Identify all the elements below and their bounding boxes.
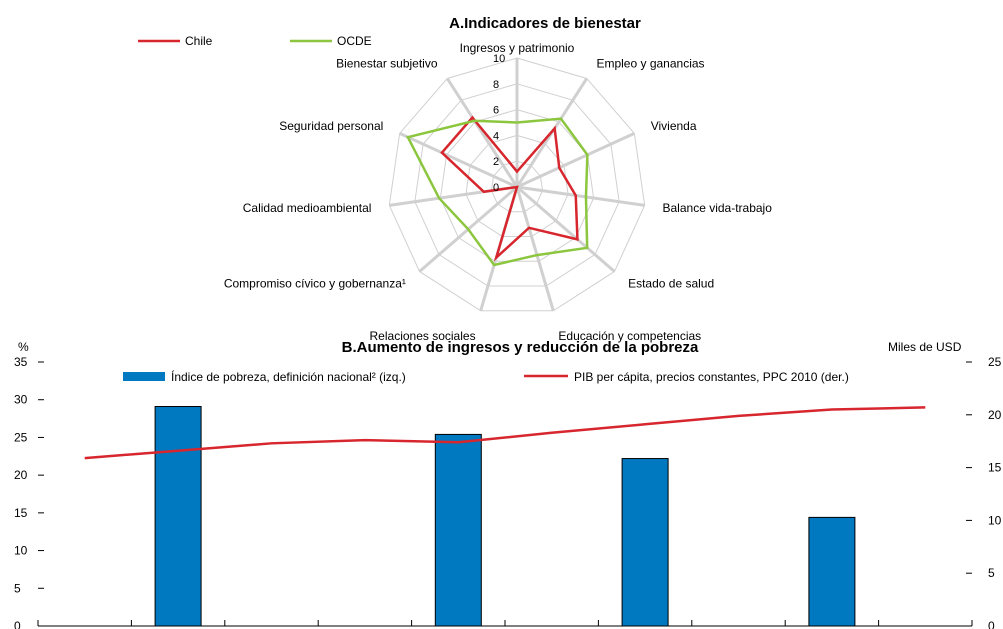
legend-chile-label: Chile [185,34,213,48]
left-axis-tick-label: 5 [14,581,21,595]
radar-grid-ring [465,134,569,238]
left-axis-tick-label: 35 [14,355,28,369]
poverty-bar [434,433,482,627]
radar-spoke [516,185,616,273]
left-axis-tick-label: 15 [14,506,28,520]
right-axis-tick-label: 25 [988,355,1002,369]
legend-ocde-label: OCDE [337,34,372,48]
radar-axis-label: Estado de salud [628,276,714,290]
radar-axis-label: Balance vida-trabajo [663,201,773,215]
radar-axis-label: Calidad medioambiental [243,201,372,215]
radar-axis-label: Empleo y ganancias [596,56,704,70]
radar-radial-tick: 6 [493,105,499,117]
bar-chart-title: B.Aumento de ingresos y reducción de la … [342,339,699,356]
right-axis-tick-label: 5 [988,566,995,580]
right-axis-tick-label: 20 [988,408,1002,422]
radar-grid [388,57,646,312]
right-axis-tick-label: 10 [988,513,1002,527]
left-axis-unit: % [18,340,29,354]
radar-grid-ring [490,160,544,213]
radar-axis-label: Bienestar subjetivo [336,56,438,70]
radar-axis-label: Educación y competencias [558,329,701,343]
radar-axis-label: Seguridad personal [279,119,383,133]
left-axis-tick-label: 10 [14,544,28,558]
radar-series [406,115,589,267]
right-axis-unit: Miles de USD [888,340,962,354]
poverty-bar [621,458,669,627]
right-axis-tick-label: 15 [988,461,1002,475]
legend-poverty-label: Índice de pobreza, definición nacional² … [171,369,406,384]
radar-axis-label: Vivienda [651,119,697,133]
poverty-bar [154,406,202,627]
bar-marks [84,406,926,627]
left-axis-tick-label: 0 [14,619,21,629]
radar-axis-label: Ingresos y patrimonio [460,41,575,55]
left-axis-tick-label: 30 [14,393,28,407]
radar-axis-label: Relaciones sociales [370,329,476,343]
radar-grid-ring [388,57,646,312]
radar-series-chile [440,115,579,262]
radar-spoke [399,132,518,189]
radar-radial-tick: 0 [493,182,499,194]
left-axis-tick-label: 20 [14,468,28,482]
radar-radial-tick: 4 [493,130,499,142]
radar-spoke [515,186,555,312]
radar-spoke [445,77,519,188]
radar-series-ocde [406,117,589,267]
radar-radial-tick: 8 [493,79,499,91]
legend-poverty-swatch [123,372,165,381]
radar-grid-ring [414,83,620,287]
legend-gdp-label: PIB per cápita, precios constantes, PPC … [574,370,849,384]
radar-radial-tick: 10 [493,53,505,65]
radar-radial-tick: 2 [493,156,499,168]
radar-spoke [516,132,635,189]
radar-axis-label: Compromiso cívico y gobernanza¹ [224,276,406,290]
poverty-bar [808,516,856,627]
radar-spoke [516,185,645,207]
left-axis-tick-label: 25 [14,430,28,444]
gdp-line [84,406,926,460]
right-axis-tick-label: 0 [988,619,995,629]
radar-title: A.Indicadores de bienestar [449,15,641,32]
